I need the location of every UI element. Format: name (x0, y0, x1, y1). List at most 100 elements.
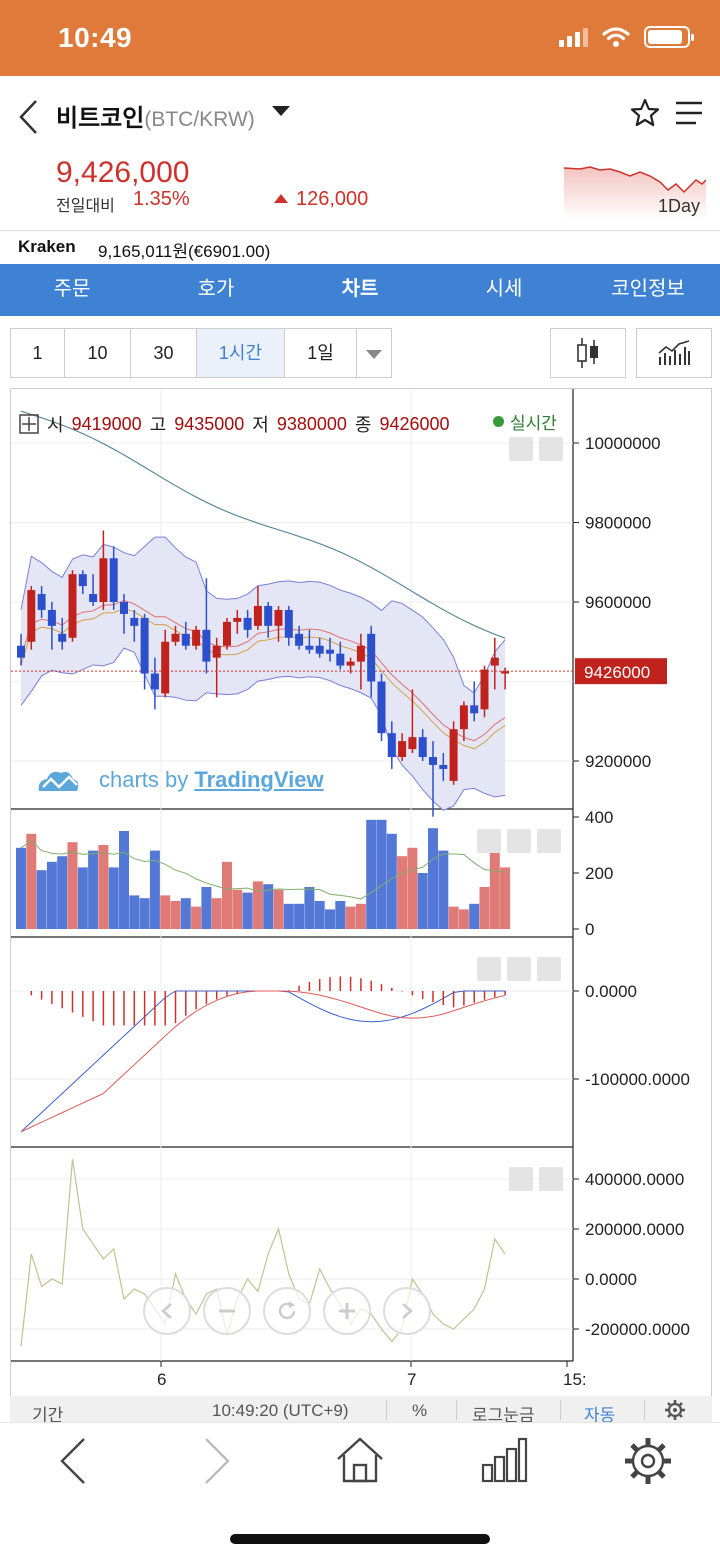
scroll-right-button[interactable] (383, 1287, 431, 1335)
volume-bar (448, 906, 459, 929)
change-amount: 126,000 (274, 188, 368, 211)
candle-body (99, 558, 108, 602)
change-value: 126,000 (296, 188, 369, 210)
period-dropdown[interactable] (357, 329, 391, 377)
nav-home-icon[interactable] (334, 1435, 386, 1487)
volume-bar (119, 831, 129, 929)
tradingview-logo-icon (38, 771, 79, 791)
candle-type-button[interactable] (550, 328, 626, 378)
candle-body (429, 757, 437, 765)
exchange-name: Kraken (18, 237, 76, 256)
candle-body (150, 673, 159, 690)
low-value: 9380000 (276, 413, 347, 434)
auto-scale-toggle[interactable]: 자동 (584, 1406, 616, 1425)
bottom-nav (0, 1422, 720, 1500)
volume-bar (26, 833, 37, 929)
realtime-dot-icon (493, 416, 504, 427)
period-1[interactable]: 1 (11, 329, 65, 377)
high-label: 고 (149, 415, 167, 435)
volume-bar (314, 901, 325, 929)
tab-market-price[interactable]: 시세 (485, 278, 523, 300)
tab-chart[interactable]: 차트 (341, 278, 379, 300)
volume-bar (232, 889, 243, 929)
candle-body (109, 558, 118, 602)
macd-signal-line (20, 990, 506, 1133)
volume-bar (191, 906, 202, 929)
reset-button[interactable] (263, 1287, 311, 1335)
nav-forward-icon[interactable] (196, 1435, 236, 1487)
candle-body (439, 764, 448, 769)
candle-body (130, 617, 139, 626)
time-tick-label: 6 (157, 1370, 166, 1389)
tradingview-watermark[interactable]: charts by TradingView (35, 765, 324, 795)
period-30[interactable]: 30 (131, 329, 197, 377)
volume-bar (469, 903, 480, 929)
nav-chart-icon[interactable] (480, 1435, 528, 1487)
candle-body (418, 737, 427, 758)
back-icon[interactable] (18, 98, 40, 136)
zoom-out-button[interactable] (203, 1287, 251, 1335)
period-1d[interactable]: 1일 (285, 329, 357, 377)
current-price: 9,426,000 (56, 156, 190, 189)
period-1h[interactable]: 1시간 (197, 329, 285, 377)
zoom-in-button[interactable] (323, 1287, 371, 1335)
scroll-left-button[interactable] (143, 1287, 191, 1335)
coin-title[interactable]: 비트코인(BTC/KRW) (56, 98, 255, 133)
trading-chart[interactable]: 10000000 9800000 9600000 9200000 9426000 400 2… (11, 389, 711, 1389)
tab-orderbook[interactable]: 호가 (197, 278, 235, 300)
volume-bar (139, 898, 150, 929)
candle-body (243, 617, 252, 630)
crosshair-icon[interactable] (19, 414, 39, 434)
candle-body (387, 733, 396, 758)
coin-name: 비트코인 (56, 105, 145, 132)
volume-tick-label: 0 (585, 920, 594, 939)
log-scale-toggle[interactable]: 로그눈금 (472, 1406, 535, 1425)
vol-scale-up-icon (477, 829, 501, 853)
nav-settings-icon[interactable] (622, 1435, 674, 1487)
star-icon[interactable] (630, 98, 660, 128)
volume-bar (252, 881, 263, 929)
kraken-reference: Kraken 9,165,011원(€6901.00) (0, 230, 720, 264)
osc-tick-label: 400000.0000 (585, 1170, 684, 1189)
menu-icon[interactable] (674, 100, 704, 126)
nav-back-icon[interactable] (54, 1435, 94, 1487)
candle-body (202, 629, 211, 662)
watermark-prefix: charts by (99, 767, 195, 792)
period-10[interactable]: 10 (65, 329, 131, 377)
plus-icon (339, 1303, 355, 1319)
settings-small-icon[interactable] (664, 1399, 686, 1421)
realtime-indicator: 실시간 (493, 409, 557, 434)
percent-toggle[interactable]: % (412, 1401, 428, 1420)
vol-scale-fit-icon (537, 829, 561, 853)
volume-bar (201, 887, 212, 929)
tab-coin-info[interactable]: 코인정보 (611, 278, 685, 300)
volume-bar (57, 856, 68, 929)
macd-scale-down-icon (507, 957, 531, 981)
volume-bar (355, 903, 366, 929)
current-price-tag (575, 658, 667, 685)
high-value: 9435000 (174, 413, 245, 434)
candle-body (274, 609, 283, 626)
coin-pair: (BTC/KRW) (144, 108, 255, 131)
volume-bar (294, 903, 305, 929)
coin-dropdown-icon[interactable] (272, 106, 290, 116)
chart-panel[interactable]: 10000000 9800000 9600000 9200000 9426000 400 2… (10, 388, 712, 1422)
volume-bar (438, 850, 449, 929)
osc-scale-fit-icon (539, 1167, 563, 1191)
vol-scale-down-icon (507, 829, 531, 853)
mini-chart-label: 1Day (658, 196, 701, 216)
candle-body (305, 645, 314, 650)
candle-body (223, 621, 231, 646)
home-indicator (230, 1534, 490, 1544)
mini-day-chart[interactable] (560, 160, 706, 220)
main-tabs: 주문 호가 차트 시세 코인정보 (0, 264, 720, 316)
indicator-button[interactable] (636, 328, 712, 378)
volume-bar (16, 847, 26, 929)
tab-order[interactable]: 주문 (53, 278, 91, 300)
chevron-right-icon (402, 1303, 413, 1319)
realtime-label: 실시간 (510, 414, 557, 433)
period-label[interactable]: 기간 (32, 1406, 64, 1425)
volume-bar (67, 842, 78, 929)
volume-bar (46, 861, 57, 929)
open-label: 시 (47, 415, 64, 435)
